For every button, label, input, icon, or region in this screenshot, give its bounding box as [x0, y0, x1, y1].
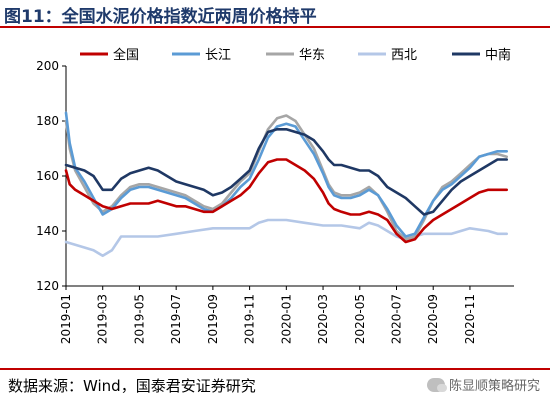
x-tick-label: 2020-09	[426, 294, 440, 344]
x-tick-label: 2019-11	[243, 294, 257, 344]
watermark-text: 陈显顺策略研究	[448, 379, 540, 394]
page-title: 图11：全国水泥价格指数近两周价格持平	[4, 7, 317, 27]
x-tick-label: 2020-11	[463, 294, 477, 344]
x-axis: 2019-01 2019-03 2019-05 2019-07 2019-09 2019-…	[59, 285, 514, 344]
x-tick-label: 2020-07	[389, 294, 403, 344]
x-tick-label: 2019-01	[59, 294, 73, 344]
x-tick-label: 2019-05	[132, 294, 146, 344]
series-line-4	[64, 128, 508, 216]
legend: 全国 长江 华东 西北 中南	[80, 47, 511, 63]
legend-label-0: 全国	[113, 47, 139, 63]
y-tick-label: 160	[36, 169, 59, 183]
y-axis: 120 140 160 180 200	[36, 59, 67, 293]
y-tick-label: 200	[36, 59, 59, 73]
x-tick-label: 2020-05	[353, 294, 367, 344]
legend-label-1: 长江	[205, 48, 231, 63]
series-line-0	[64, 158, 508, 244]
x-tick-label: 2019-03	[96, 294, 110, 344]
y-tick-label: 140	[36, 224, 59, 238]
x-tick-label: 2020-03	[316, 294, 330, 344]
title-divider	[0, 26, 550, 28]
source-note: 数据来源：Wind，国泰君安证券研究	[8, 377, 256, 395]
x-tick-label: 2020-01	[279, 294, 293, 344]
legend-label-2: 华东	[299, 48, 325, 63]
y-tick-label: 180	[36, 114, 59, 128]
watermark: 陈显顺策略研究	[426, 375, 540, 394]
legend-label-3: 西北	[391, 48, 417, 63]
plot-lines	[64, 111, 508, 258]
legend-label-4: 中南	[485, 47, 511, 63]
wechat-icon	[426, 377, 447, 392]
source-divider	[0, 368, 550, 370]
series-line-3	[64, 218, 508, 258]
x-tick-label: 2019-07	[169, 294, 183, 344]
y-tick-label: 120	[36, 279, 59, 293]
series-line-1	[64, 111, 508, 238]
x-tick-label: 2019-09	[206, 294, 220, 344]
